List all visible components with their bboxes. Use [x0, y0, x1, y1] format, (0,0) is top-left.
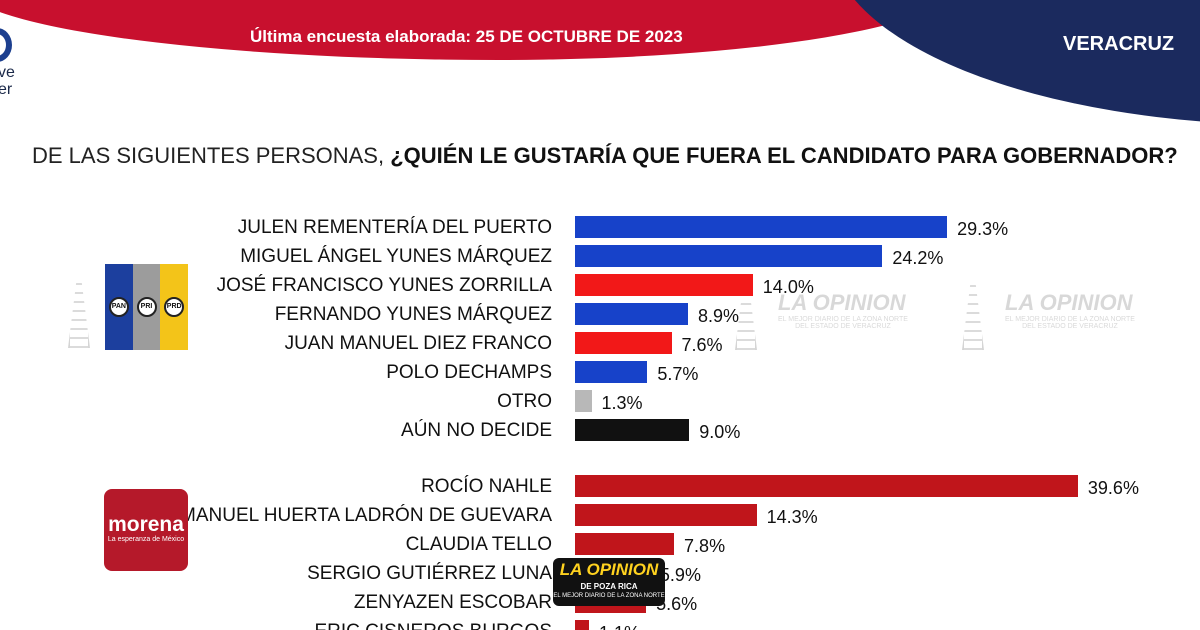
- candidate-label: AÚN NO DECIDE: [401, 420, 552, 441]
- prd-stripe: PRD: [160, 264, 189, 350]
- oil-tower-watermark-icon: [962, 280, 984, 350]
- newspaper-stamp: LA OPINION DE POZA RICA EL MEJOR DIARIO …: [553, 558, 665, 606]
- coalition-logo: PAN PRI PRD: [105, 264, 189, 350]
- percent-label: 14.0%: [762, 277, 814, 297]
- morena-logo-tagline: La esperanza de México: [107, 536, 185, 543]
- percent-label: 9.0%: [699, 422, 741, 442]
- prd-seal-icon: PRD: [164, 297, 185, 317]
- candidate-bar: [575, 533, 675, 555]
- stamp-subtitle: DE POZA RICA: [580, 582, 638, 591]
- candidate-label: ERIC CISNEROS BURGOS: [314, 621, 552, 630]
- question-plain: DE LAS SIGUIENTES PERSONAS,: [32, 143, 391, 168]
- candidate-bar: [575, 216, 948, 238]
- pan-seal-icon: PAN: [108, 297, 129, 317]
- pan-stripe: PAN: [105, 264, 133, 350]
- pri-stripe: PRI: [132, 264, 161, 350]
- percent-label: 8.9%: [698, 306, 740, 326]
- stamp-line: EL MEJOR DIARIO DE LA ZONA NORTE: [553, 593, 665, 599]
- candidate-label: ROCÍO NAHLE: [421, 476, 552, 497]
- percent-label: 39.6%: [1087, 478, 1139, 498]
- candidate-label: JULEN REMENTERÍA DEL PUERTO: [237, 217, 552, 238]
- percent-label: 5.6%: [656, 594, 698, 614]
- header-navy-ribbon: [830, 0, 1200, 125]
- pri-seal-icon: PRI: [136, 297, 157, 317]
- morena-logo-name: morena: [108, 513, 184, 536]
- candidate-bar: [575, 390, 592, 412]
- candidate-bar: [575, 245, 883, 267]
- candidate-label: MIGUEL ÁNGEL YUNES MÁRQUEZ: [240, 246, 552, 267]
- candidate-label: CLAUDIA TELLO: [405, 534, 552, 555]
- stamp-title: LA OPINION: [559, 560, 659, 579]
- candidate-bar: [575, 504, 757, 526]
- watermark: LA OPINION EL MEJOR DIARIO DE LA ZONA NO…: [1005, 290, 1135, 330]
- candidate-label: MANUEL HUERTA LADRÓN DE GUEVARA: [180, 505, 552, 526]
- candidate-label: OTRO: [497, 391, 552, 412]
- question-title: DE LAS SIGUIENTES PERSONAS, ¿QUIÉN LE GU…: [32, 143, 1178, 169]
- pollster-logo-icon: [0, 28, 12, 62]
- candidate-bar: [575, 274, 753, 296]
- survey-date-note: Última encuesta elaborada: 25 DE OCTUBRE…: [250, 27, 683, 46]
- candidate-bar: [575, 419, 690, 441]
- candidate-label: ZENYAZEN ESCOBAR: [353, 592, 552, 613]
- candidate-bar: [575, 332, 672, 354]
- percent-label: 29.3%: [957, 219, 1009, 239]
- candidate-label: FERNANDO YUNES MÁRQUEZ: [274, 304, 552, 325]
- candidate-label: JOSÉ FRANCISCO YUNES ZORRILLA: [216, 275, 552, 296]
- percent-label: 1.3%: [601, 393, 643, 413]
- pollster-logo-text: ve er: [0, 64, 15, 98]
- oil-tower-watermark-icon: [68, 278, 90, 348]
- candidate-label: JUAN MANUEL DIEZ FRANCO: [284, 333, 552, 354]
- candidate-label: SERGIO GUTIÉRREZ LUNA: [307, 563, 552, 584]
- question-bold: ¿QUIÉN LE GUSTARÍA QUE FUERA EL CANDIDAT…: [390, 143, 1178, 168]
- candidate-label: POLO DECHAMPS: [386, 362, 552, 383]
- percent-label: 14.3%: [766, 507, 818, 527]
- candidate-bar: [575, 475, 1078, 497]
- percent-label: 7.8%: [684, 536, 726, 556]
- percent-label: 1.1%: [599, 622, 640, 630]
- percent-label: 7.6%: [681, 335, 723, 355]
- region-label: VERACRUZ: [1063, 33, 1175, 55]
- candidate-bar: [575, 361, 648, 383]
- candidate-bar: [575, 620, 589, 630]
- percent-label: 5.9%: [659, 565, 701, 585]
- candidate-bar: [575, 303, 689, 325]
- percent-label: 5.7%: [657, 364, 699, 384]
- watermark: LA OPINION EL MEJOR DIARIO DE LA ZONA NO…: [778, 290, 908, 330]
- morena-logo: morena La esperanza de México: [104, 489, 188, 571]
- percent-label: 24.2%: [892, 248, 944, 268]
